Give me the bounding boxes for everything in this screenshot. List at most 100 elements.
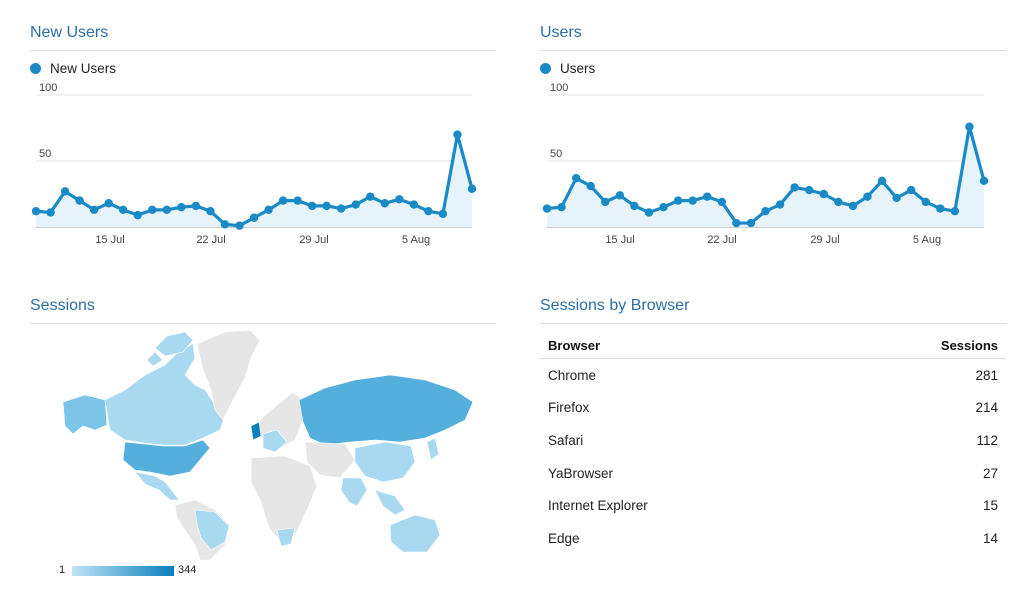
data-point[interactable] (206, 206, 215, 216)
data-point[interactable] (278, 196, 288, 205)
data-point[interactable] (601, 197, 610, 207)
browser-table-header: Browser Sessions (540, 330, 1006, 359)
map-region-india[interactable] (340, 477, 368, 507)
browser-title[interactable]: Sessions by Browser (540, 297, 690, 314)
data-point[interactable] (220, 220, 230, 229)
data-point[interactable] (863, 192, 872, 201)
data-point[interactable] (790, 183, 799, 192)
data-point[interactable] (293, 196, 302, 205)
data-point[interactable] (162, 205, 171, 215)
series-area (547, 126, 984, 227)
data-point[interactable] (703, 192, 712, 201)
browser-name[interactable]: Firefox (548, 400, 590, 416)
data-point[interactable] (644, 208, 654, 217)
browser-name[interactable]: Safari (548, 432, 584, 448)
data-point[interactable] (133, 210, 142, 220)
data-point[interactable] (761, 206, 770, 216)
map-region-australia[interactable] (389, 514, 441, 553)
data-point[interactable] (688, 196, 697, 205)
data-point[interactable] (46, 208, 55, 217)
data-point[interactable] (104, 199, 113, 208)
data-point[interactable] (395, 195, 404, 204)
data-point[interactable] (746, 218, 756, 228)
col-sessions[interactable]: Sessions (825, 330, 1006, 359)
col-browser[interactable]: Browser (540, 330, 826, 359)
data-point[interactable] (877, 176, 887, 185)
map-region-russia[interactable] (298, 374, 474, 446)
data-point[interactable] (717, 197, 726, 207)
map-region-uk[interactable] (250, 421, 262, 441)
data-point[interactable] (732, 218, 741, 228)
data-point[interactable] (805, 185, 814, 195)
data-point[interactable] (542, 204, 552, 213)
data-point[interactable] (936, 204, 945, 213)
browser-name[interactable]: YaBrowser (548, 465, 614, 481)
map-region-south-africa[interactable] (276, 527, 296, 547)
data-point[interactable] (235, 221, 244, 230)
map-region-usa[interactable] (122, 439, 211, 477)
data-point[interactable] (571, 173, 581, 183)
map-region-arctic-islands[interactable] (146, 331, 194, 367)
data-point[interactable] (75, 196, 84, 205)
data-point[interactable] (119, 205, 128, 215)
data-point[interactable] (337, 204, 346, 213)
table-row[interactable]: Safari 112 (540, 424, 1006, 457)
data-point[interactable] (775, 200, 785, 209)
data-point[interactable] (322, 201, 331, 211)
browser-name[interactable]: Chrome (548, 367, 597, 383)
data-point[interactable] (307, 201, 317, 211)
data-point[interactable] (409, 200, 419, 209)
data-point[interactable] (950, 206, 960, 216)
map-region-southeast-asia[interactable] (374, 489, 406, 516)
data-point[interactable] (264, 205, 273, 215)
data-point[interactable] (819, 189, 828, 199)
map-region-mexico[interactable] (134, 471, 180, 501)
data-point[interactable] (892, 193, 901, 203)
map-region-western-europe[interactable] (262, 429, 288, 453)
table-row[interactable]: YaBrowser 27 (540, 457, 1006, 490)
table-row[interactable]: Chrome 281 (540, 359, 1006, 392)
data-point[interactable] (467, 184, 477, 193)
data-point[interactable] (848, 201, 858, 211)
data-point[interactable] (615, 191, 625, 200)
browser-name[interactable]: Internet Explorer (548, 498, 648, 514)
data-point[interactable] (834, 197, 843, 207)
map-region-brazil[interactable] (194, 509, 230, 551)
data-point[interactable] (31, 206, 41, 216)
data-point[interactable] (965, 122, 974, 131)
data-point[interactable] (453, 130, 462, 139)
data-point[interactable] (366, 192, 375, 201)
data-point[interactable] (380, 199, 389, 208)
data-point[interactable] (630, 201, 639, 211)
table-row[interactable]: Internet Explorer 15 (540, 489, 1006, 522)
data-point[interactable] (89, 205, 99, 215)
data-point[interactable] (177, 203, 186, 212)
data-point[interactable] (249, 213, 259, 222)
map-region-canada[interactable] (104, 343, 226, 446)
map-region-china[interactable] (354, 441, 416, 483)
data-point[interactable] (60, 187, 70, 196)
data-point[interactable] (351, 200, 360, 209)
data-point[interactable] (438, 209, 448, 218)
data-point[interactable] (424, 206, 433, 216)
table-row[interactable]: Edge 14 (540, 522, 1006, 555)
browser-name[interactable]: Edge (548, 530, 580, 546)
map-region-alaska[interactable] (62, 394, 108, 435)
map-region-japan[interactable] (426, 437, 440, 461)
data-point[interactable] (673, 196, 683, 205)
table-row[interactable]: Firefox 214 (540, 392, 1006, 425)
data-point[interactable] (191, 201, 201, 211)
data-point[interactable] (979, 176, 989, 185)
world-map[interactable] (55, 330, 475, 560)
sessions-title[interactable]: Sessions (30, 297, 95, 314)
data-point[interactable] (659, 203, 668, 212)
users-title[interactable]: Users (540, 24, 582, 41)
data-point[interactable] (906, 185, 916, 195)
data-point[interactable] (148, 205, 157, 215)
data-point[interactable] (586, 181, 595, 191)
new-users-title[interactable]: New Users (30, 24, 109, 41)
data-point[interactable] (557, 203, 566, 212)
data-point[interactable] (921, 197, 930, 207)
